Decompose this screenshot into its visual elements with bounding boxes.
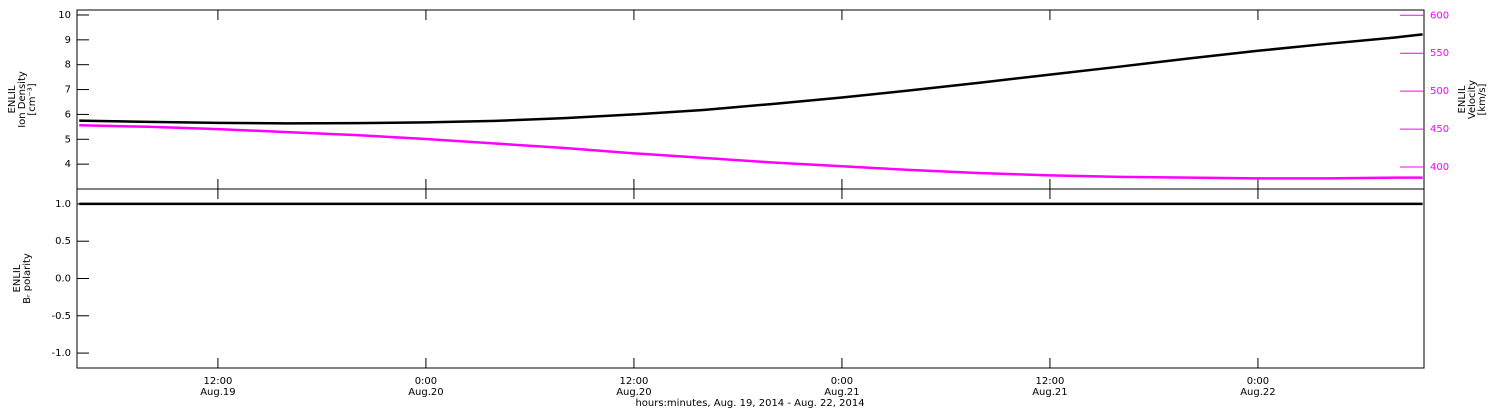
y2-tick-label: 450 xyxy=(1430,124,1449,135)
y-tick-label: 10 xyxy=(58,10,71,21)
x-tick-date: Aug.19 xyxy=(200,387,235,398)
y-tick-label: 6 xyxy=(65,109,71,120)
x-tick-label: 12:00 xyxy=(620,376,649,387)
x-tick-label: 0:00 xyxy=(831,376,853,387)
y-axis-title: ENLIL xyxy=(7,85,18,113)
y-tick-label: -0.5 xyxy=(51,311,71,322)
y2-tick-label: 550 xyxy=(1430,48,1449,59)
y-tick-label: -1.0 xyxy=(51,348,71,359)
y-tick-label: 4 xyxy=(65,159,71,170)
x-tick-date: Aug.21 xyxy=(824,387,859,398)
x-tick-date: Aug.20 xyxy=(616,387,651,398)
y-axis-title: ENLIL xyxy=(12,264,23,292)
y-tick-label: 0.5 xyxy=(55,236,71,247)
y2-tick-label: 600 xyxy=(1430,10,1449,21)
x-tick-label: 12:00 xyxy=(204,376,233,387)
y-tick-label: 7 xyxy=(65,85,71,96)
x-tick-label: 0:00 xyxy=(415,376,437,387)
y-axis-title: [cm⁻³] xyxy=(27,83,38,115)
y-axis-title: Bᵣ polarity xyxy=(22,253,33,304)
y2-axis-title: Velocity xyxy=(1467,80,1478,119)
data-line xyxy=(79,33,1423,125)
y-tick-label: 9 xyxy=(65,35,71,46)
x-tick-date: Aug.21 xyxy=(1032,387,1067,398)
y-tick-label: 5 xyxy=(65,134,71,145)
x-tick-label: 0:00 xyxy=(1247,376,1269,387)
y-tick-label: 0.0 xyxy=(55,274,71,285)
y2-tick-label: 500 xyxy=(1430,86,1449,97)
y-axis-title: Ion Density xyxy=(17,71,28,128)
x-tick-date: Aug.22 xyxy=(1240,387,1275,398)
x-tick-date: Aug.20 xyxy=(408,387,443,398)
data-line xyxy=(79,124,1423,180)
y2-axis-title: ENLIL xyxy=(1457,85,1468,113)
y-tick-label: 8 xyxy=(65,60,71,71)
x-tick-label: 12:00 xyxy=(1036,376,1065,387)
x-axis-title: hours:minutes, Aug. 19, 2014 - Aug. 22, … xyxy=(635,398,864,409)
y2-tick-label: 400 xyxy=(1430,162,1449,173)
y-tick-label: 1.0 xyxy=(55,199,71,210)
y2-axis-title: [km/s] xyxy=(1477,83,1488,115)
